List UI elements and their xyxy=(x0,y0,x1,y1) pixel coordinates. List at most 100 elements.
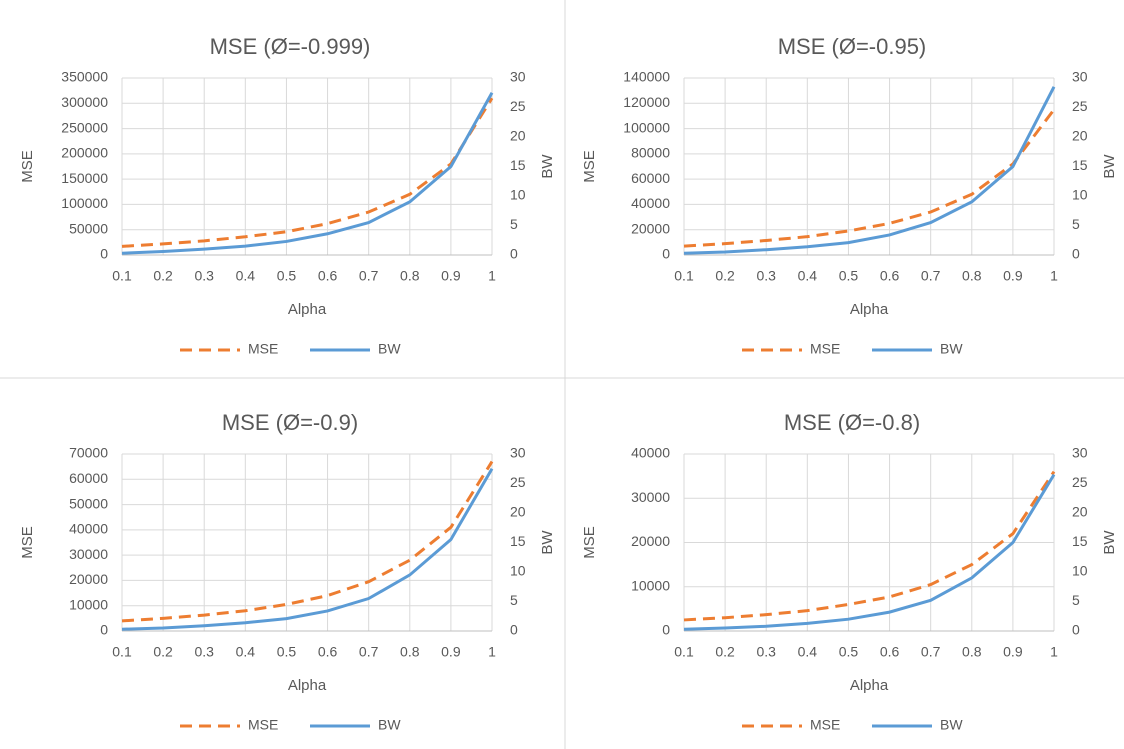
y2-tick-label: 25 xyxy=(510,98,526,114)
y2-tick-label: 5 xyxy=(1072,216,1080,232)
y2-axis-title: BW xyxy=(539,154,556,179)
y2-tick-label: 30 xyxy=(510,445,526,461)
y-tick-label: 0 xyxy=(662,246,670,262)
x-tick-label: 0.5 xyxy=(839,644,859,660)
y-tick-label: 300000 xyxy=(61,94,108,110)
y2-tick-label: 20 xyxy=(510,504,526,520)
x-tick-label: 0.9 xyxy=(1003,644,1023,660)
y2-tick-label: 5 xyxy=(510,216,518,232)
x-tick-label: 0.4 xyxy=(236,644,256,660)
y-axis-title: MSE xyxy=(581,150,598,183)
x-tick-label: 0.6 xyxy=(318,268,338,284)
x-tick-label: 0.9 xyxy=(441,268,461,284)
x-tick-label: 0.3 xyxy=(756,268,776,284)
chart-title: MSE (Ø=-0.8) xyxy=(784,410,920,435)
y-axis-title: MSE xyxy=(581,526,598,559)
y2-tick-label: 0 xyxy=(510,246,518,262)
legend-label: MSE xyxy=(248,717,278,733)
series-line xyxy=(683,470,1056,622)
y2-tick-label: 15 xyxy=(1072,533,1088,549)
y-tick-label: 70000 xyxy=(69,445,108,461)
y2-tick-label: 20 xyxy=(1072,128,1088,144)
x-tick-label: 0.7 xyxy=(359,268,379,284)
series-line xyxy=(683,473,1056,631)
chart-title: MSE (Ø=-0.9) xyxy=(222,410,358,435)
y-tick-label: 150000 xyxy=(61,170,108,186)
y2-tick-label: 10 xyxy=(1072,563,1088,579)
x-tick-label: 0.2 xyxy=(715,268,735,284)
series-line xyxy=(121,467,494,631)
y2-tick-label: 0 xyxy=(1072,246,1080,262)
x-tick-label: 0.8 xyxy=(400,268,420,284)
series-line xyxy=(683,86,1056,255)
y-tick-label: 50000 xyxy=(69,220,108,236)
y2-axis-title: BW xyxy=(539,530,556,555)
x-tick-label: 1 xyxy=(488,644,496,660)
y-tick-label: 40000 xyxy=(631,445,670,461)
y2-tick-label: 15 xyxy=(510,157,526,173)
y2-tick-label: 25 xyxy=(1072,98,1088,114)
x-tick-label: 0.1 xyxy=(112,268,132,284)
legend-label: BW xyxy=(378,717,401,733)
x-tick-label: 0.9 xyxy=(441,644,461,660)
y2-tick-label: 20 xyxy=(510,128,526,144)
y-tick-label: 10000 xyxy=(631,577,670,593)
x-tick-label: 0.8 xyxy=(962,644,982,660)
x-tick-label: 1 xyxy=(488,268,496,284)
y2-tick-label: 30 xyxy=(1072,445,1088,461)
y2-tick-label: 0 xyxy=(1072,622,1080,638)
x-tick-label: 0.4 xyxy=(798,268,818,284)
x-tick-label: 0.1 xyxy=(674,268,694,284)
x-axis-title: Alpha xyxy=(288,677,327,694)
x-tick-label: 0.5 xyxy=(277,268,297,284)
y2-axis-title: BW xyxy=(1101,530,1118,555)
x-tick-label: 0.8 xyxy=(400,644,420,660)
x-axis-title: Alpha xyxy=(850,301,889,318)
y-tick-label: 20000 xyxy=(631,220,670,236)
y2-tick-label: 30 xyxy=(510,69,526,85)
x-tick-label: 1 xyxy=(1050,268,1058,284)
x-tick-label: 0.2 xyxy=(715,644,735,660)
series-line xyxy=(121,97,494,248)
x-tick-label: 0.3 xyxy=(194,268,214,284)
x-tick-label: 0.6 xyxy=(318,644,338,660)
y2-tick-label: 0 xyxy=(510,622,518,638)
x-tick-label: 0.7 xyxy=(921,644,941,660)
y2-tick-label: 15 xyxy=(1072,157,1088,173)
y2-tick-label: 10 xyxy=(1072,187,1088,203)
legend-label: BW xyxy=(940,341,963,357)
x-tick-label: 0.1 xyxy=(112,644,132,660)
y-tick-label: 30000 xyxy=(631,489,670,505)
y-tick-label: 30000 xyxy=(69,546,108,562)
y-tick-label: 50000 xyxy=(69,495,108,511)
x-axis-title: Alpha xyxy=(288,301,327,318)
x-tick-label: 0.4 xyxy=(236,268,256,284)
legend-label: MSE xyxy=(248,341,278,357)
y-tick-label: 100000 xyxy=(61,195,108,211)
y-tick-label: 0 xyxy=(100,622,108,638)
y-tick-label: 40000 xyxy=(631,195,670,211)
x-tick-label: 0.8 xyxy=(962,268,982,284)
legend-label: BW xyxy=(940,717,963,733)
y2-tick-label: 5 xyxy=(510,592,518,608)
x-tick-label: 0.3 xyxy=(194,644,214,660)
y-tick-label: 350000 xyxy=(61,69,108,85)
x-tick-label: 0.6 xyxy=(880,268,900,284)
y-axis-title: MSE xyxy=(19,526,36,559)
legend-label: BW xyxy=(378,341,401,357)
y-tick-label: 60000 xyxy=(631,170,670,186)
y2-tick-label: 20 xyxy=(1072,504,1088,520)
y-tick-label: 100000 xyxy=(623,119,670,135)
y2-tick-label: 5 xyxy=(1072,592,1080,608)
y2-tick-label: 10 xyxy=(510,187,526,203)
chart-title: MSE (Ø=-0.95) xyxy=(778,34,927,59)
y-tick-label: 10000 xyxy=(69,596,108,612)
y-axis-title: MSE xyxy=(19,150,36,183)
y-tick-label: 200000 xyxy=(61,145,108,161)
legend-label: MSE xyxy=(810,717,840,733)
series-line xyxy=(683,108,1056,248)
x-tick-label: 0.2 xyxy=(153,644,173,660)
series-line xyxy=(121,92,494,255)
x-axis-title: Alpha xyxy=(850,677,889,694)
